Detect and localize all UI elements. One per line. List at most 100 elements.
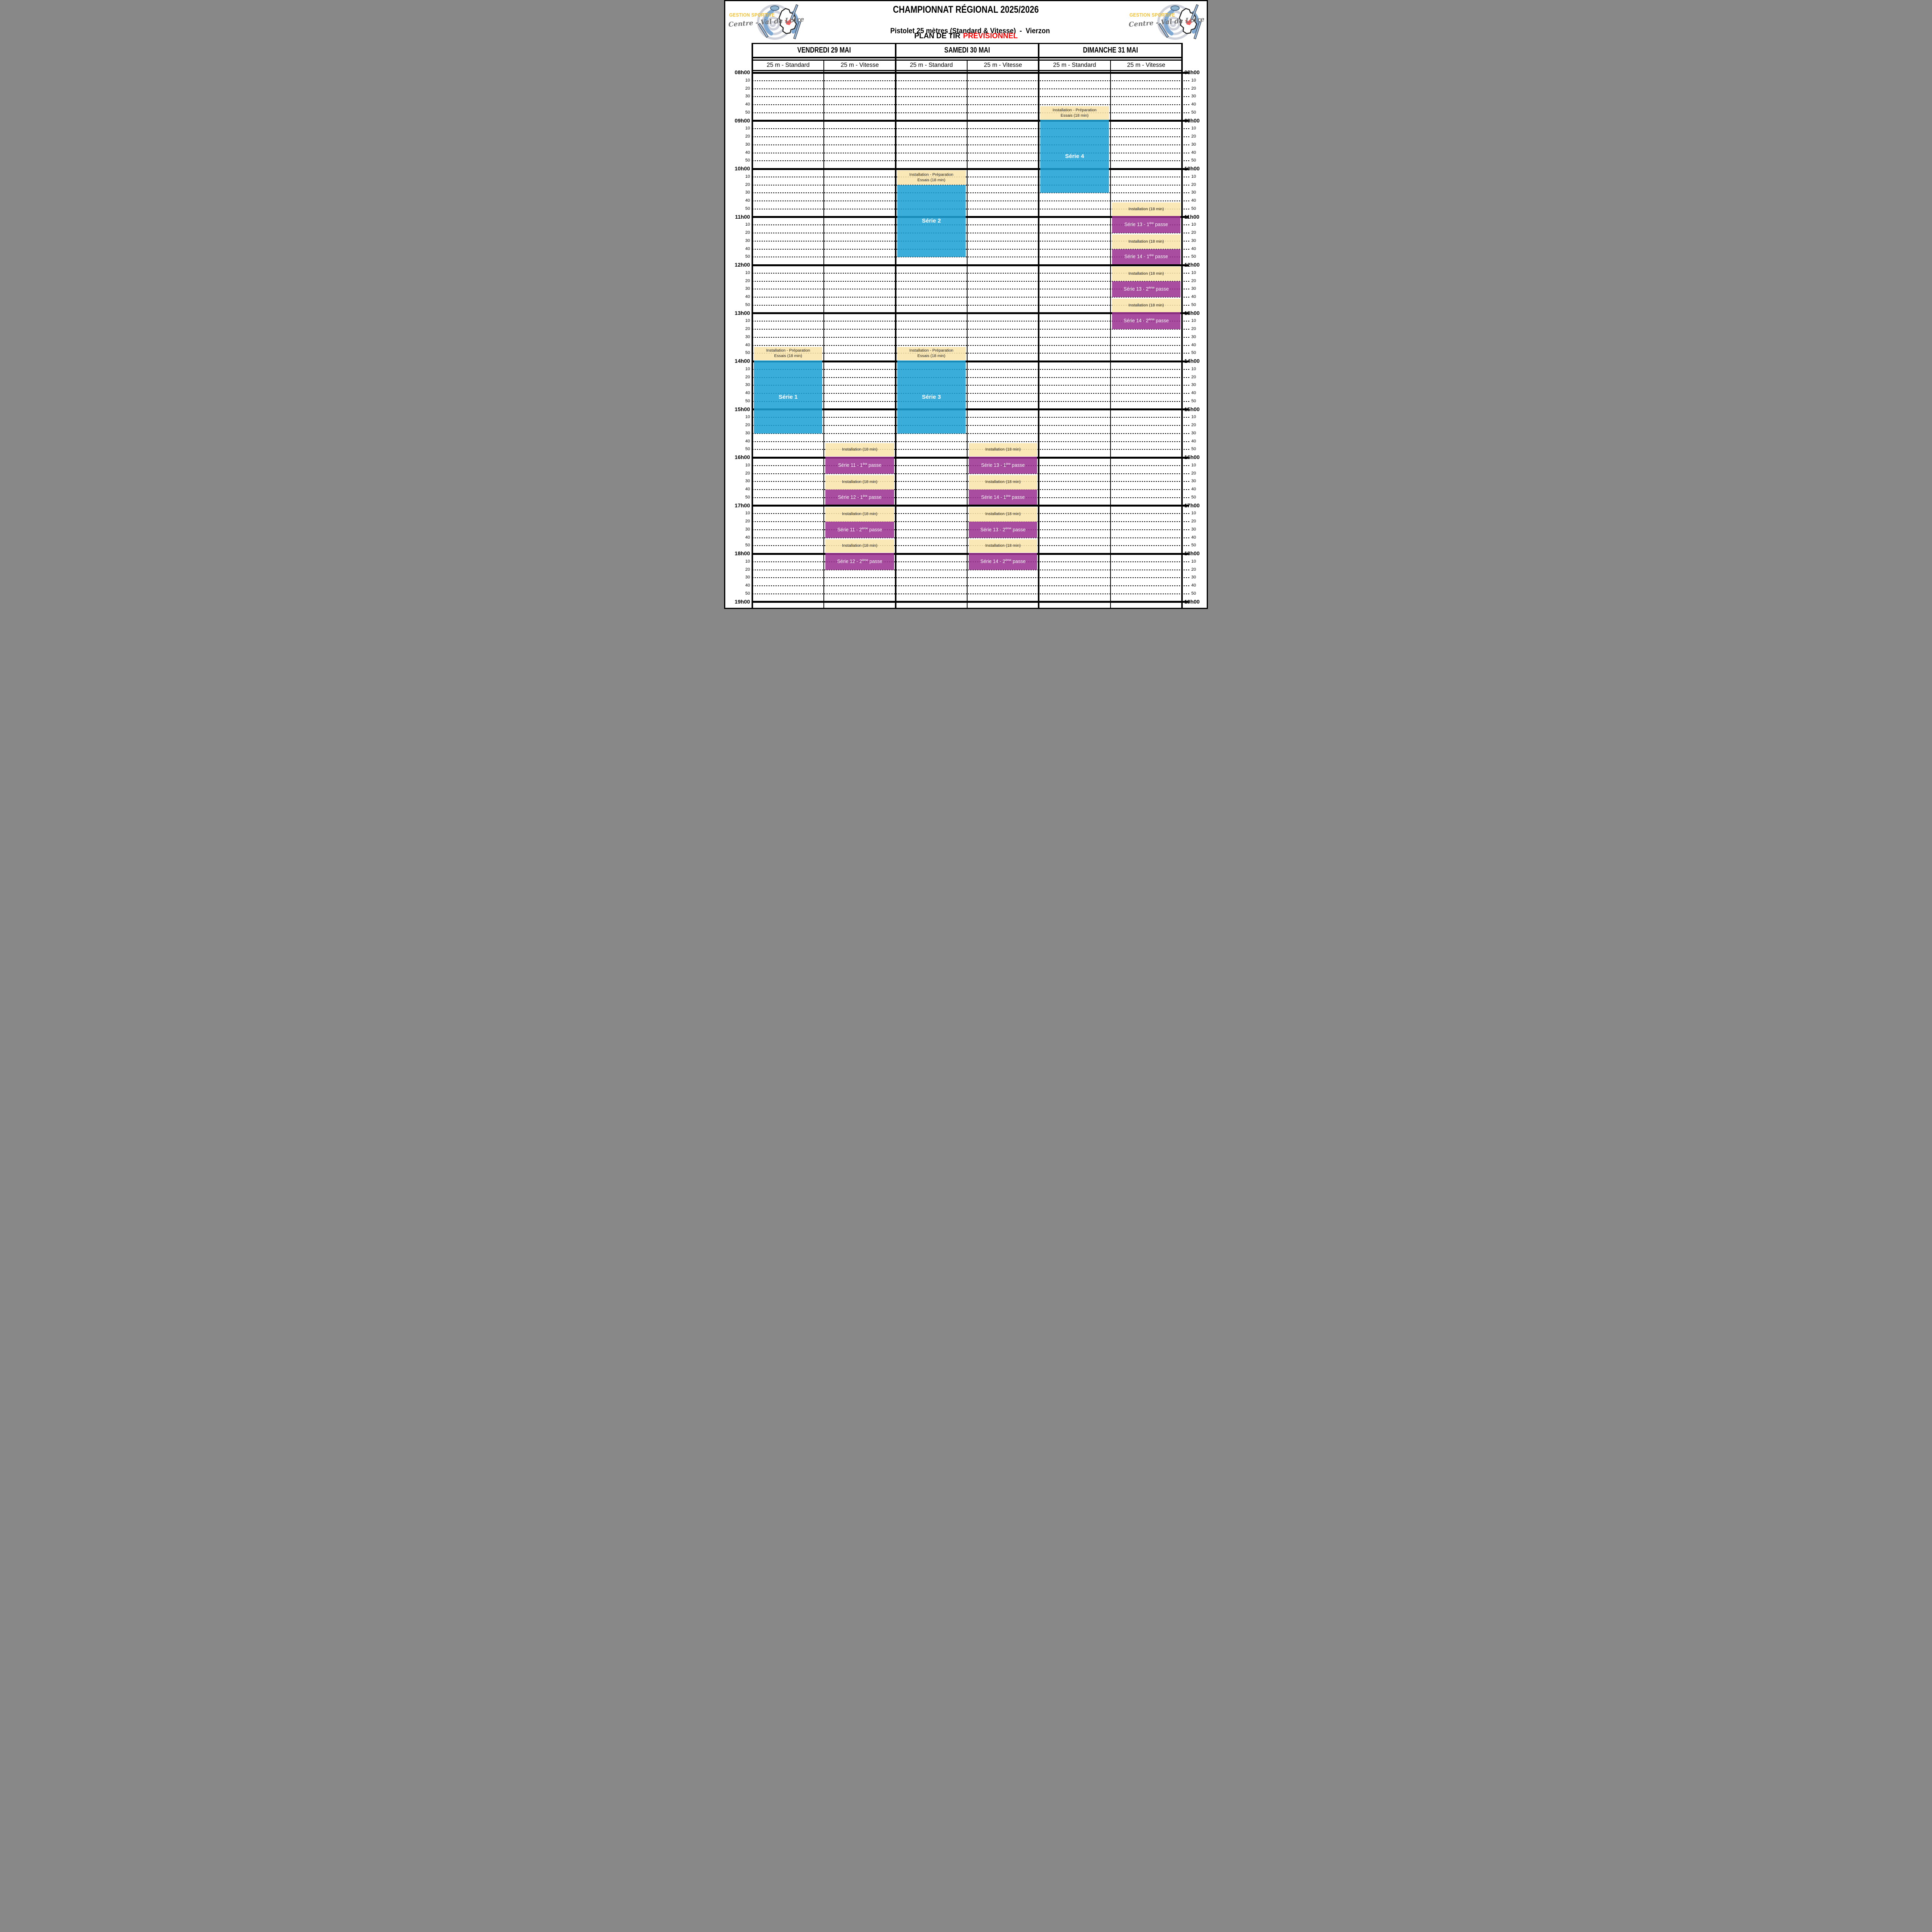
minute-label-left: 50 xyxy=(745,495,750,500)
ten-minute-line xyxy=(752,353,1190,354)
plan-label: PLAN DE TIR xyxy=(914,32,961,40)
day-divider xyxy=(1181,43,1183,608)
schedule-block-serie: Série 1 xyxy=(754,360,823,434)
minute-label-right: 30 xyxy=(1191,527,1196,532)
time-label-left-18h00: 18h00 xyxy=(735,550,750,556)
map-emblem-icon xyxy=(785,19,792,25)
minute-label-left: 50 xyxy=(745,591,750,596)
minute-label-left: 20 xyxy=(745,567,750,572)
header-rule xyxy=(752,43,1183,44)
ten-minute-line xyxy=(752,537,1190,538)
minute-label-right: 10 xyxy=(1191,126,1196,131)
hour-line-19h00 xyxy=(752,601,1189,603)
minute-label-right: 20 xyxy=(1191,471,1196,476)
minute-label-right: 30 xyxy=(1191,94,1196,99)
schedule-block-installation: Installation (18 min) xyxy=(969,539,1037,553)
minute-label-right: 10 xyxy=(1191,463,1196,468)
minute-label-right: 20 xyxy=(1191,519,1196,524)
time-label-left-11h00: 11h00 xyxy=(735,213,750,220)
minute-label-right: 40 xyxy=(1191,487,1196,492)
minute-label-left: 20 xyxy=(745,134,750,139)
time-label-right-12h00: 12h00 xyxy=(1184,262,1200,268)
block-label-part: ème xyxy=(1005,558,1012,562)
schedule-block-passe: Série 13 - 1ère passe xyxy=(1112,216,1180,233)
time-label-left-19h00: 19h00 xyxy=(735,598,750,605)
block-label-part: passe xyxy=(1011,527,1026,532)
time-label-right-18h00: 18h00 xyxy=(1184,550,1200,556)
minute-label-right: 40 xyxy=(1191,246,1196,251)
minute-label-right: 10 xyxy=(1191,222,1196,227)
block-label: Série 1 xyxy=(779,393,798,400)
discipline-header-day2-standard: 25 m - Standard xyxy=(910,62,953,68)
hour-line-17h00 xyxy=(752,505,1189,507)
hour-line-08h00 xyxy=(752,71,1189,74)
hour-line-13h00 xyxy=(752,312,1189,314)
time-label-right-08h00: 08h00 xyxy=(1184,69,1200,75)
minute-label-right: 50 xyxy=(1191,350,1196,355)
block-label-part: passe xyxy=(1153,254,1168,259)
time-label-left-09h00: 09h00 xyxy=(735,117,750,124)
ten-minute-line xyxy=(752,104,1190,105)
block-label-part: passe xyxy=(1011,558,1026,564)
block-label-part: passe xyxy=(868,558,883,564)
schedule-block-passe: Série 11 - 2ème passe xyxy=(825,522,894,538)
ten-minute-line xyxy=(752,240,1190,242)
block-label: Installation (18 min) xyxy=(985,543,1021,548)
logo-title: GESTION SPORTIVE xyxy=(729,12,775,18)
minute-label-right: 30 xyxy=(1191,190,1196,195)
block-label-part: Série 12 - 2 xyxy=(837,558,862,564)
rifles-icon xyxy=(758,4,801,39)
ten-minute-line xyxy=(752,96,1190,97)
plan-de-tir-page: GESTION SPORTIVE Centre - Val de Loire G… xyxy=(724,0,1208,609)
day-header-label: VENDREDI 29 MAI xyxy=(797,46,851,54)
block-label-part: Série 13 - 1 xyxy=(1124,222,1150,227)
minute-label-right: 40 xyxy=(1191,535,1196,540)
minute-label-right: 50 xyxy=(1191,543,1196,548)
minute-label-left: 40 xyxy=(745,246,750,251)
minute-label-right: 20 xyxy=(1191,134,1196,139)
blue-crescent-left-icon xyxy=(1163,9,1174,36)
schedule-block-installation: Installation (18 min) xyxy=(969,475,1037,490)
block-label: Installation (18 min) xyxy=(1128,271,1164,276)
schedule-block-installation: Installation (18 min) xyxy=(825,443,894,457)
minute-label-left: 40 xyxy=(745,583,750,588)
block-label-part: passe xyxy=(1154,286,1169,292)
block-label: Installation (18 min) xyxy=(1128,206,1164,211)
day-divider xyxy=(752,43,753,608)
minute-label-left: 10 xyxy=(745,78,750,83)
block-label-part: passe xyxy=(867,462,882,468)
time-label-left-10h00: 10h00 xyxy=(735,165,750,172)
block-label-part: passe xyxy=(867,494,882,500)
block-label-line: Installation - Préparation xyxy=(1053,107,1097,112)
block-label-part: Série 14 - 1 xyxy=(981,494,1006,500)
minute-label-left: 20 xyxy=(745,471,750,476)
time-label-right-15h00: 15h00 xyxy=(1184,406,1200,412)
discipline-header-day1-standard: 25 m - Standard xyxy=(767,62,810,68)
block-label: Série 11 - 2ème passe xyxy=(837,527,882,532)
minute-label-left: 40 xyxy=(745,150,750,155)
block-label: Installation (18 min) xyxy=(842,543,878,548)
minute-label-left: 30 xyxy=(745,575,750,580)
block-label-part: passe xyxy=(1154,318,1169,323)
minute-label-right: 10 xyxy=(1191,174,1196,179)
schedule-block-serie: Série 4 xyxy=(1040,120,1109,193)
minute-label-right: 20 xyxy=(1191,182,1196,187)
ten-minute-line xyxy=(752,88,1190,89)
minute-label-right: 50 xyxy=(1191,110,1196,115)
minute-label-left: 10 xyxy=(745,270,750,275)
schedule-block-serie: Série 2 xyxy=(897,185,966,257)
block-label-part: Série 13 - 2 xyxy=(980,527,1005,532)
schedule-block-installation: Installation (18 min) xyxy=(825,539,894,553)
ten-minute-line xyxy=(752,577,1190,578)
minute-label-left: 10 xyxy=(745,222,750,227)
time-label-right-09h00: 09h00 xyxy=(1184,117,1200,124)
minute-label-right: 30 xyxy=(1191,142,1196,147)
block-label-part: passe xyxy=(1010,462,1025,468)
block-label-part: passe xyxy=(1010,494,1025,500)
block-label-part: passe xyxy=(868,527,883,532)
block-label-part: Série 14 - 2 xyxy=(1123,318,1149,323)
ten-minute-line xyxy=(752,345,1190,346)
minute-label-left: 50 xyxy=(745,447,750,452)
minute-label-left: 30 xyxy=(745,383,750,388)
schedule-block-installation: Installation (18 min) xyxy=(1112,235,1180,249)
